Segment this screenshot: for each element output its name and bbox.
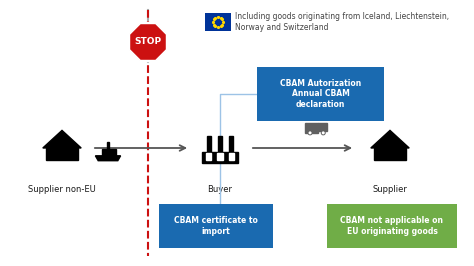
Text: STOP: STOP [135, 38, 162, 47]
Polygon shape [43, 130, 81, 148]
Polygon shape [46, 148, 78, 160]
Polygon shape [305, 123, 319, 133]
Polygon shape [371, 130, 409, 148]
Polygon shape [95, 156, 120, 161]
Polygon shape [207, 136, 211, 152]
Polygon shape [218, 153, 222, 160]
FancyBboxPatch shape [159, 204, 273, 248]
Text: CBAM certificate to
import: CBAM certificate to import [174, 216, 258, 236]
Polygon shape [102, 149, 117, 156]
FancyBboxPatch shape [257, 67, 384, 121]
Polygon shape [218, 136, 222, 152]
Polygon shape [128, 22, 168, 62]
Circle shape [308, 131, 312, 135]
Text: Supplier: Supplier [373, 185, 408, 194]
Circle shape [321, 131, 325, 135]
Polygon shape [229, 136, 233, 152]
Circle shape [322, 132, 324, 134]
Text: CBAM not applicable on
EU originating goods: CBAM not applicable on EU originating go… [340, 216, 444, 236]
Polygon shape [129, 23, 166, 60]
Polygon shape [206, 153, 211, 160]
Text: CBAM Autorization
Annual CBAM
declaration: CBAM Autorization Annual CBAM declaratio… [280, 79, 361, 109]
Text: Including goods originating from Iceland, Liechtenstein,
Norway and Switzerland: Including goods originating from Iceland… [235, 12, 449, 32]
FancyBboxPatch shape [205, 13, 231, 31]
Circle shape [309, 132, 311, 134]
Polygon shape [228, 153, 234, 160]
Polygon shape [202, 152, 238, 163]
Text: Buyer: Buyer [208, 185, 233, 194]
Polygon shape [374, 148, 406, 160]
Text: Supplier non-EU: Supplier non-EU [28, 185, 96, 194]
FancyBboxPatch shape [327, 204, 457, 248]
Polygon shape [319, 123, 328, 131]
Polygon shape [107, 142, 109, 149]
